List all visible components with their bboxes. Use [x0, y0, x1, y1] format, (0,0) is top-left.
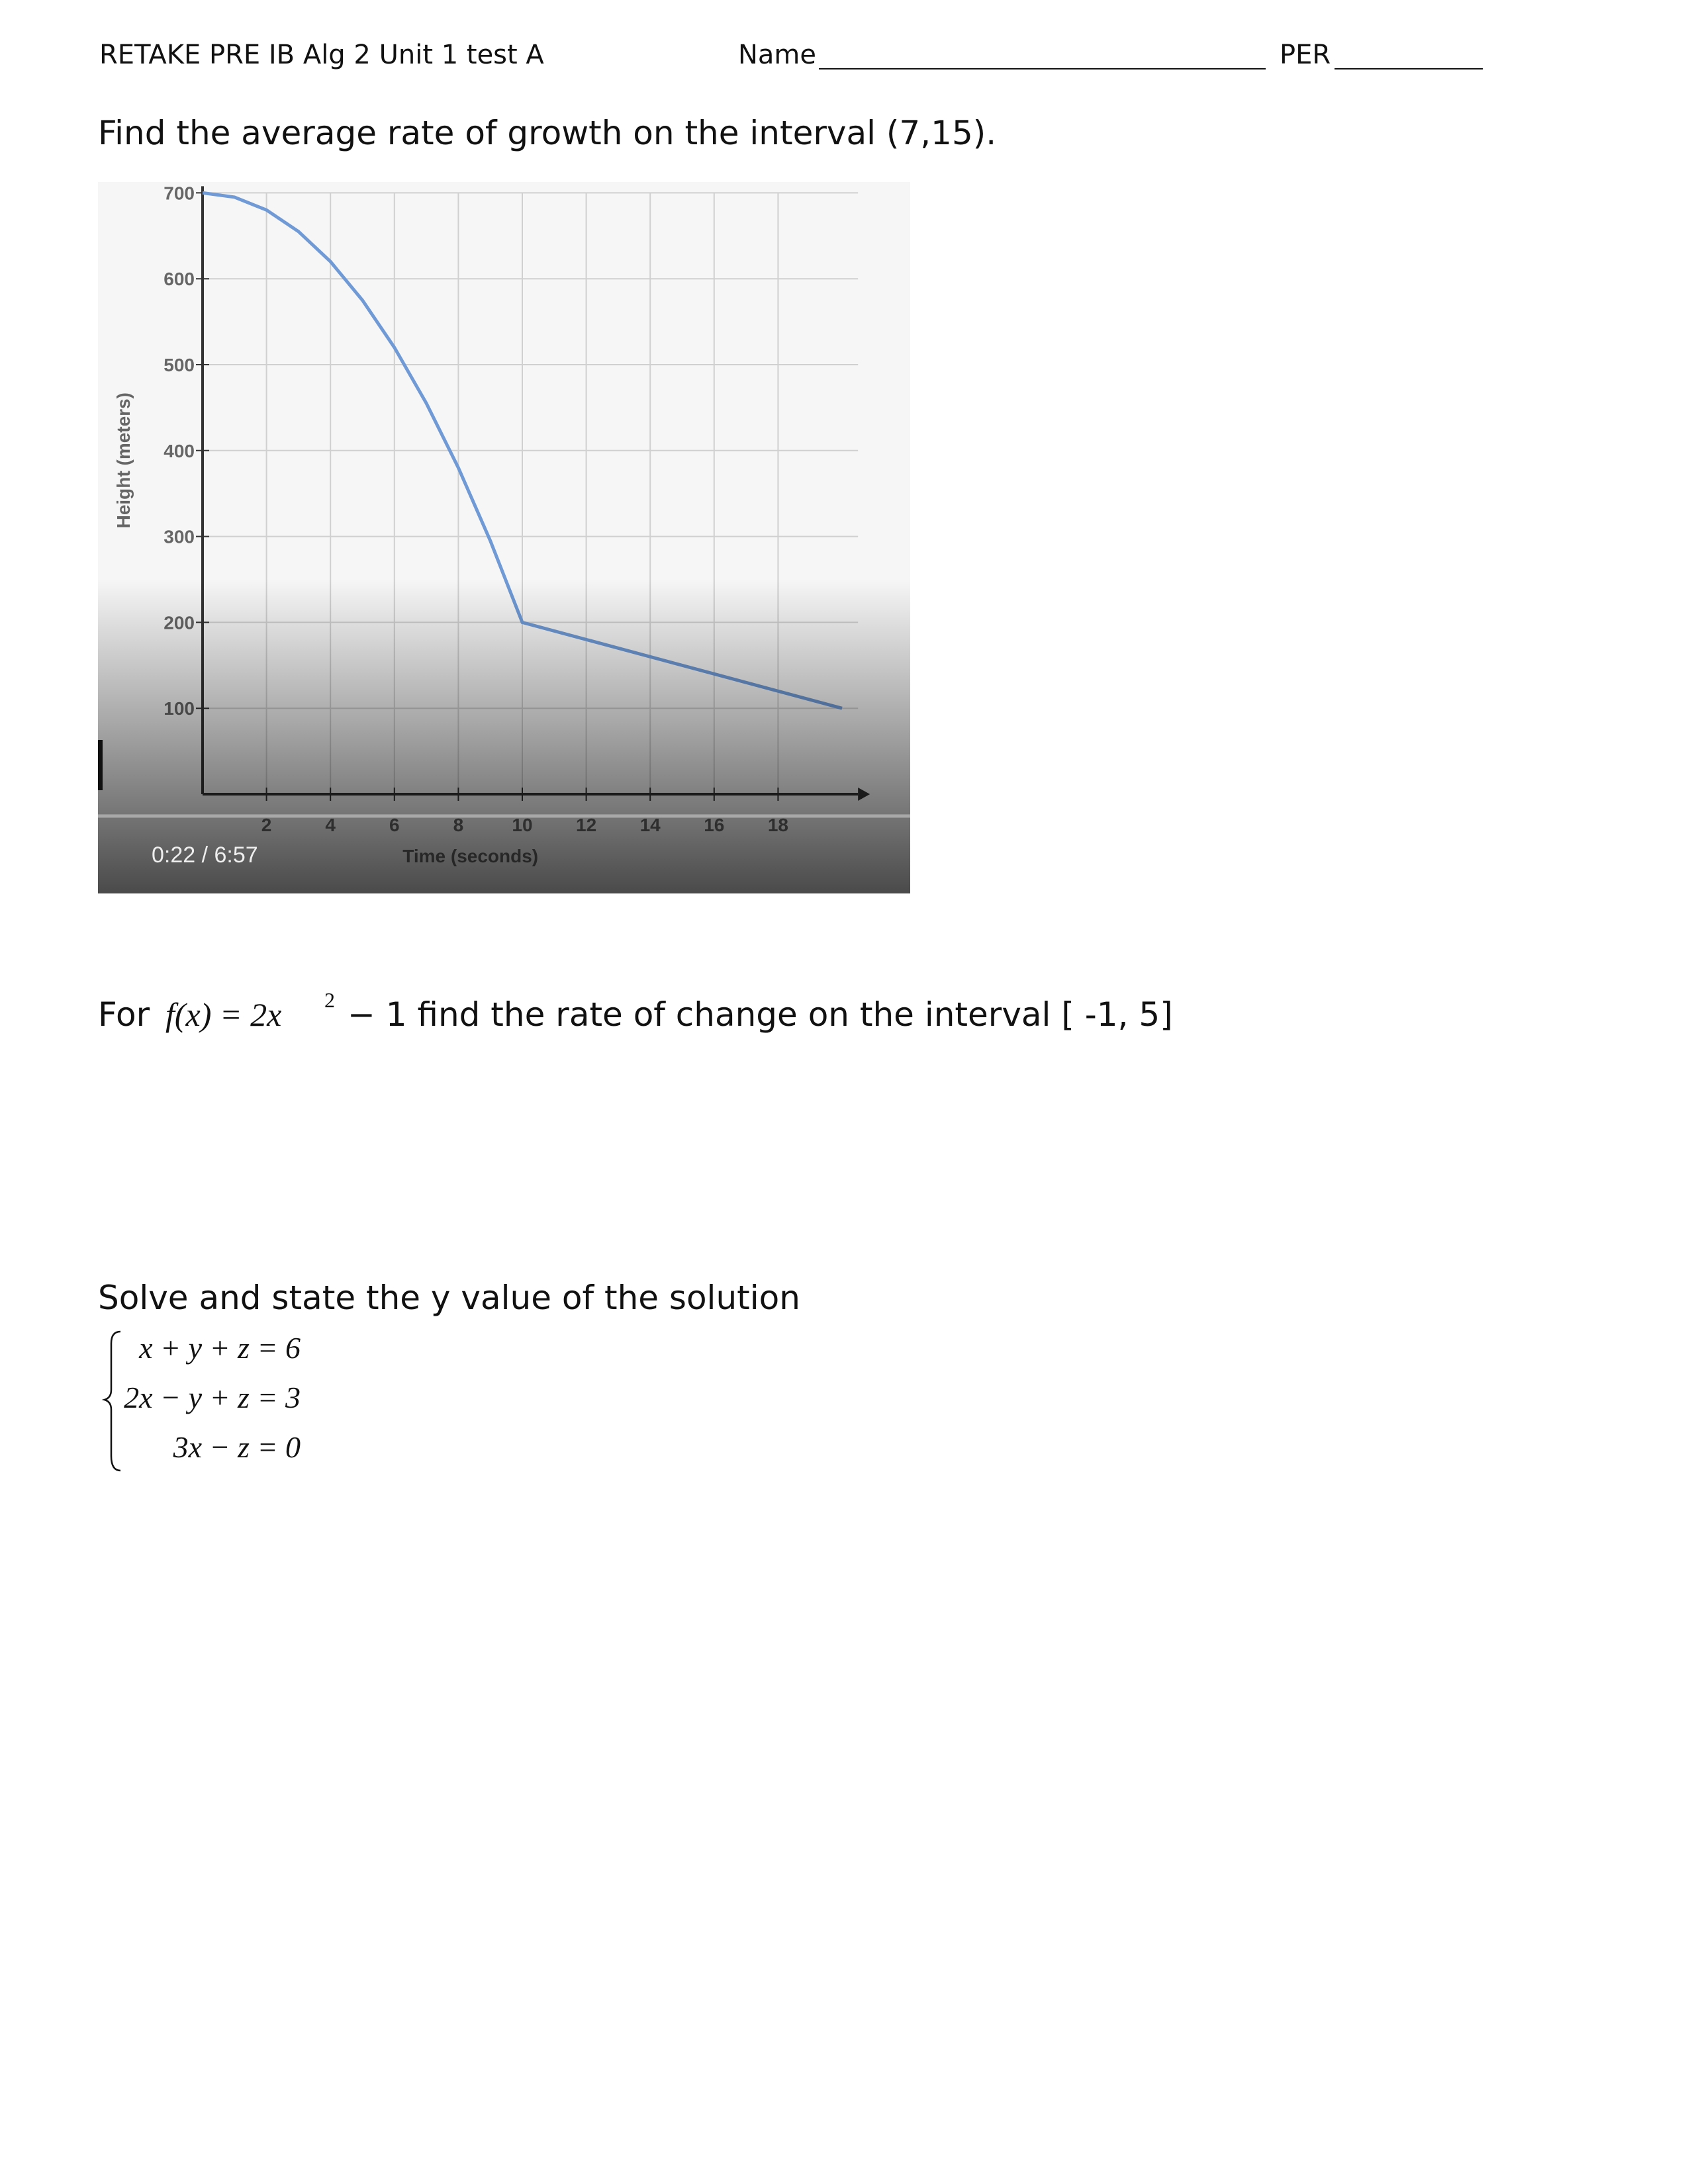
- test-title: RETAKE PRE IB Alg 2 Unit 1 test A: [99, 40, 544, 70]
- name-label: Name: [738, 40, 816, 70]
- edge-marker: [98, 740, 103, 790]
- question-3: Solve and state the y value of the solut…: [98, 1279, 800, 1472]
- function: f(x) = 2x: [165, 996, 281, 1033]
- question-2: For f(x) = 2x 2 − 1 find the rate of cha…: [98, 988, 1173, 1034]
- equation: x + y + z = 6: [138, 1331, 301, 1365]
- chart: 10020030040050060070024681012141618Time …: [98, 182, 910, 893]
- question: Find the average rate of growth on the i…: [98, 114, 996, 152]
- y-tick-label: 600: [164, 269, 195, 289]
- data-line: [202, 191, 843, 710]
- y-tick-label: 500: [164, 355, 195, 375]
- y-tick-label: 700: [164, 183, 195, 203]
- y-axis-label: Height (meters): [113, 392, 134, 528]
- question-prefix: For: [98, 995, 150, 1034]
- question: Solve and state the y value of the solut…: [98, 1279, 800, 1317]
- video-shade: [98, 579, 910, 893]
- question-suffix: − 1 find the rate of change on the inter…: [348, 995, 1173, 1034]
- y-tick-label: 400: [164, 441, 195, 461]
- equation: 3x − z = 0: [173, 1430, 301, 1464]
- video-time: 0:22 / 6:57: [152, 842, 258, 868]
- exponent: 2: [324, 988, 335, 1012]
- brace: [101, 1330, 121, 1472]
- y-tick-label: 300: [164, 527, 195, 547]
- equation: 2x − y + z = 3: [124, 1381, 301, 1414]
- per-label: PER: [1280, 40, 1331, 70]
